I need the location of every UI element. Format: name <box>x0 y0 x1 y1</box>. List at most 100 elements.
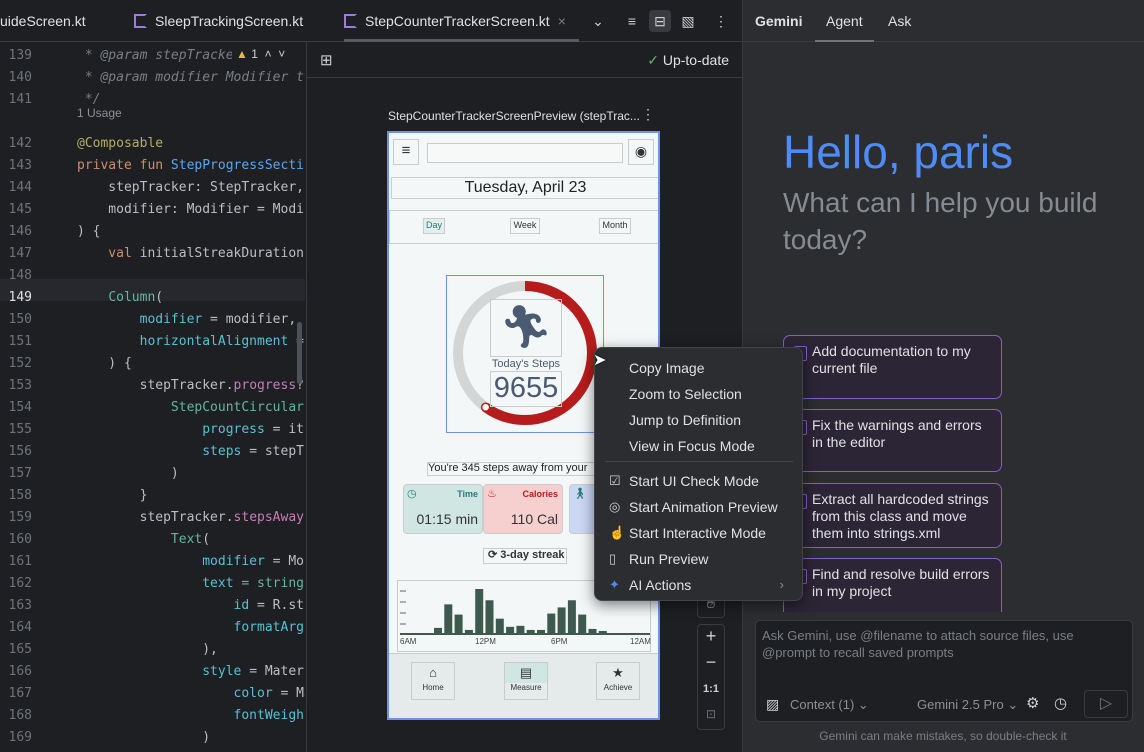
chart-bar <box>434 627 442 633</box>
menu-item[interactable]: ▯ Run Preview <box>595 549 802 571</box>
code-line[interactable]: id = R.st <box>77 598 304 613</box>
code-line[interactable]: stepTracker.stepsAway <box>77 510 304 525</box>
profile-icon: ◉ <box>628 139 654 165</box>
code-line[interactable]: horizontalAlignment = <box>77 334 304 349</box>
menu-item[interactable]: Zoom to Selection <box>595 384 802 406</box>
editor-scrollbar[interactable] <box>297 322 302 384</box>
chart-bar <box>588 628 597 633</box>
code-line[interactable]: StepCountCircular <box>77 400 304 415</box>
code-line[interactable]: ) <box>77 730 210 745</box>
zoom-actual-size-button[interactable]: 1:1 <box>703 683 719 695</box>
tab-sleep-tracking[interactable]: SleepTrackingScreen.kt <box>134 0 303 42</box>
tab-ask[interactable]: Ask <box>888 13 912 29</box>
model-dropdown[interactable]: Gemini 2.5 Pro ⌄ <box>917 697 1019 712</box>
code-line[interactable]: modifier: Modifier = Modi <box>77 202 304 217</box>
gemini-title[interactable]: Gemini <box>755 13 803 29</box>
settings-gear-icon[interactable]: ⚙ <box>1026 695 1040 712</box>
code-line[interactable]: style = Mater <box>77 664 304 679</box>
code-line[interactable]: ) { <box>77 356 132 371</box>
menu-item[interactable]: Jump to Definition <box>595 410 802 432</box>
more-options-icon[interactable]: ⋮ <box>714 13 728 29</box>
code-token: progress <box>77 422 265 437</box>
layout-toggle-icon[interactable]: ⊞ <box>320 52 333 69</box>
code-line[interactable]: progress = it <box>77 422 304 437</box>
code-line[interactable]: Text( <box>77 532 210 547</box>
code-line[interactable]: steps = stepTr <box>77 444 305 459</box>
design-view-icon[interactable]: ▧ <box>681 13 695 29</box>
code-line[interactable]: ) <box>77 466 179 481</box>
history-clock-icon[interactable]: ◷ <box>1054 695 1068 712</box>
disclaimer: Gemini can make mistakes, so double-chec… <box>819 729 1067 743</box>
hourly-steps-chart: 6AM 12PM 6PM 12AM <box>397 580 651 652</box>
code-line[interactable]: ), <box>77 642 218 657</box>
code-line[interactable]: * @param modifier Modifier t <box>77 70 304 85</box>
chart-bar <box>526 629 535 633</box>
code-line[interactable]: } <box>77 488 148 503</box>
code-line[interactable]: Column( <box>77 290 163 305</box>
code-line[interactable]: private fun StepProgressSecti <box>77 158 304 173</box>
suggestion-card[interactable]: Extract all hardcoded strings from this … <box>783 483 1002 548</box>
warning-indicator[interactable]: ▲ 1 ˄ ˅ <box>232 47 290 61</box>
nav-item[interactable]: ▤ Measure <box>504 662 548 700</box>
code-token: = R.st <box>249 598 304 613</box>
preview-status: ✓ Up-to-date <box>647 52 729 69</box>
code-line[interactable]: color = Ma <box>77 686 305 701</box>
menu-item[interactable]: ✦ AI Actions › <box>595 575 802 597</box>
nav-label: Measure <box>510 683 542 692</box>
code-token: stepTracker. <box>77 510 234 525</box>
code-view-icon[interactable]: ≡ <box>627 13 637 29</box>
code-line[interactable]: val initialStreakDuration <box>77 246 304 261</box>
walk-icon: 🚶︎ <box>573 488 587 500</box>
check-icon: ✓ <box>647 52 663 68</box>
code-line[interactable]: @Composable <box>77 136 163 151</box>
tab-agent[interactable]: Agent <box>815 0 874 42</box>
send-button[interactable]: ▷ <box>1084 690 1128 718</box>
suggestion-card[interactable]: Find and resolve build errors in my proj… <box>783 558 1002 612</box>
zoom-fit-icon[interactable]: ⊡ <box>705 707 717 721</box>
close-tab-icon[interactable]: × <box>557 13 566 29</box>
code-line[interactable]: stepTracker: StepTracker, <box>77 180 304 195</box>
code-token: modifier <box>77 312 203 327</box>
zoom-out-button[interactable]: − <box>705 652 717 672</box>
menu-item[interactable]: ☝ Start Interactive Mode <box>595 523 802 545</box>
gemini-prompt-input[interactable]: Ask Gemini, use @filename to attach sour… <box>755 620 1133 722</box>
code-line[interactable]: fontWeight <box>77 708 305 723</box>
menu-item[interactable]: View in Focus Mode <box>595 436 802 458</box>
line-number: 163 <box>8 598 32 613</box>
search-bar <box>427 143 623 163</box>
code-line[interactable]: * @param stepTracke <box>77 48 234 63</box>
code-token: stepsAway <box>233 510 304 525</box>
period-tabs <box>389 210 658 244</box>
tab-guide-screen[interactable]: uideScreen.kt <box>0 0 86 42</box>
chart-bar <box>475 589 484 633</box>
code-line[interactable]: modifier = Mo <box>77 554 304 569</box>
menu-item[interactable]: Copy Image <box>595 358 802 380</box>
code-editor[interactable]: 139 * @param stepTracke 140 * @param modi… <box>0 42 305 752</box>
attach-image-icon[interactable]: ▨ <box>766 696 780 712</box>
code-line[interactable]: formatArgs <box>77 620 305 635</box>
line-number: 154 <box>8 400 32 415</box>
menu-item[interactable]: ◎ Start Animation Preview <box>595 497 802 519</box>
menu-item[interactable]: ☑ Start UI Check Mode <box>595 471 802 493</box>
tab-step-counter[interactable]: StepCounterTrackerScreen.kt × <box>344 0 579 42</box>
nav-item[interactable]: ⌂ Home <box>411 662 455 700</box>
usage-hint[interactable]: 1 Usage <box>77 106 122 120</box>
code-line[interactable]: ) { <box>77 224 100 239</box>
chart-bars <box>400 589 650 635</box>
split-view-icon[interactable]: ⊟ <box>649 10 671 32</box>
line-number: 168 <box>8 708 32 723</box>
code-line[interactable]: modifier = modifier, <box>77 312 297 327</box>
nav-item[interactable]: ★ Achieve <box>596 662 640 700</box>
chevron-down-icon[interactable]: ⌄ <box>592 13 604 29</box>
code-line[interactable]: */ <box>77 92 101 107</box>
preview-more-icon[interactable]: ⋮ <box>641 106 655 122</box>
code-line[interactable]: stepTracker.progress? <box>77 378 304 393</box>
code-token: val <box>77 246 140 261</box>
code-line[interactable]: text = string <box>77 576 304 591</box>
line-number: 162 <box>8 576 32 591</box>
code-token: ? <box>296 378 304 393</box>
zoom-in-button[interactable]: + <box>705 626 717 646</box>
suggestion-card[interactable]: Add documentation to my current file <box>783 335 1002 399</box>
suggestion-card[interactable]: Fix the warnings and errors in the edito… <box>783 409 1002 472</box>
context-dropdown[interactable]: Context (1) ⌄ <box>790 697 869 712</box>
